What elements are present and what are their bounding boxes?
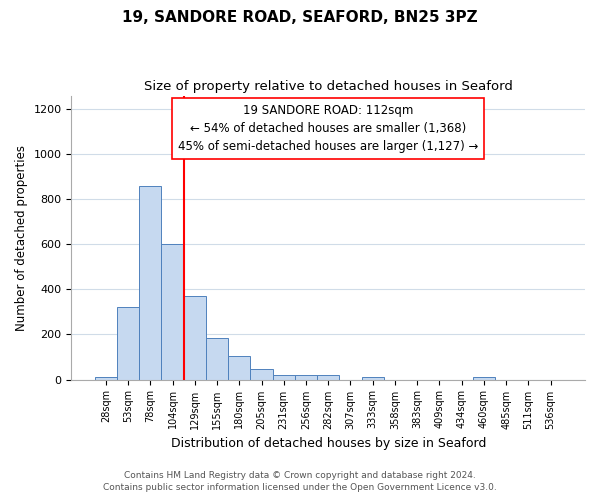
Bar <box>473 378 495 380</box>
Bar <box>206 338 228 380</box>
Bar <box>161 244 184 380</box>
Bar <box>228 356 250 380</box>
Bar <box>362 378 384 380</box>
Title: Size of property relative to detached houses in Seaford: Size of property relative to detached ho… <box>144 80 512 93</box>
Text: 19 SANDORE ROAD: 112sqm
← 54% of detached houses are smaller (1,368)
45% of semi: 19 SANDORE ROAD: 112sqm ← 54% of detache… <box>178 104 478 153</box>
Text: Contains HM Land Registry data © Crown copyright and database right 2024.
Contai: Contains HM Land Registry data © Crown c… <box>103 471 497 492</box>
X-axis label: Distribution of detached houses by size in Seaford: Distribution of detached houses by size … <box>170 437 486 450</box>
Text: 19, SANDORE ROAD, SEAFORD, BN25 3PZ: 19, SANDORE ROAD, SEAFORD, BN25 3PZ <box>122 10 478 25</box>
Bar <box>184 296 206 380</box>
Bar <box>117 308 139 380</box>
Bar <box>295 375 317 380</box>
Bar <box>272 375 295 380</box>
Bar <box>317 375 340 380</box>
Bar <box>95 378 117 380</box>
Bar <box>139 186 161 380</box>
Bar <box>250 370 272 380</box>
Y-axis label: Number of detached properties: Number of detached properties <box>15 144 28 330</box>
